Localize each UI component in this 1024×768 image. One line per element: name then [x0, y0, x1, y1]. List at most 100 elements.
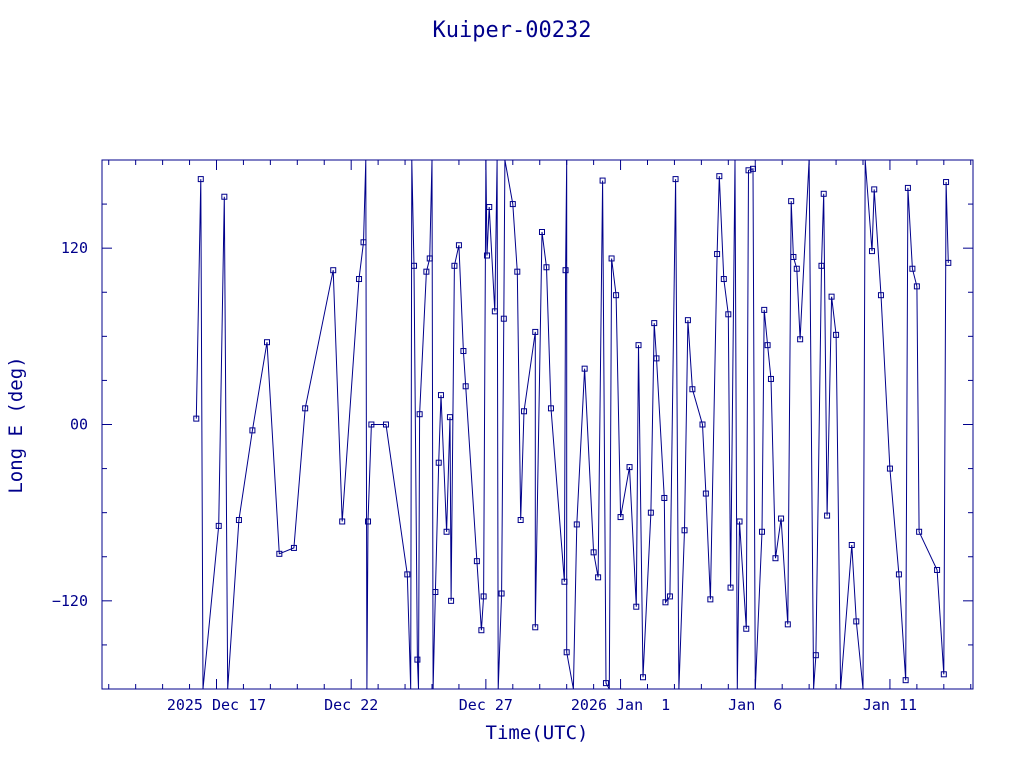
data-point	[599, 177, 606, 184]
x-tick-label: 2025 Dec 17	[167, 696, 266, 714]
data-point	[563, 649, 570, 656]
data-point	[767, 375, 774, 382]
data-point	[699, 421, 706, 428]
data-point	[871, 186, 878, 193]
data-point	[812, 652, 819, 659]
data-point	[828, 293, 835, 300]
data-point	[662, 599, 669, 606]
data-point	[480, 593, 487, 600]
data-point	[653, 355, 660, 362]
data-point	[877, 292, 884, 299]
data-point	[772, 555, 779, 562]
data-point	[909, 265, 916, 272]
data-point	[916, 528, 923, 535]
data-point	[617, 514, 624, 521]
data-point	[640, 674, 647, 681]
x-tick-labels: 2025 Dec 17 Dec 22 Dec 27 2026 Jan 1 Jan 6 Ja…	[167, 696, 917, 714]
data-point	[498, 590, 505, 597]
data-point	[745, 167, 752, 174]
data-point	[197, 176, 204, 183]
data-point	[778, 515, 785, 522]
data-point	[590, 549, 597, 556]
data-point	[684, 317, 691, 324]
data-point	[793, 265, 800, 272]
data-point	[437, 392, 444, 399]
data-point	[635, 342, 642, 349]
data-point	[532, 328, 539, 335]
data-point	[339, 518, 346, 525]
data-point	[613, 292, 620, 299]
data-point	[647, 509, 654, 516]
data-point	[382, 421, 389, 428]
data-point	[608, 255, 615, 262]
data-point	[443, 528, 450, 535]
data-point	[561, 578, 568, 585]
data-point	[543, 264, 550, 271]
data-point	[788, 198, 795, 205]
data-point	[509, 201, 516, 208]
y-tick-label: −120	[52, 592, 88, 610]
data-point	[689, 386, 696, 393]
data-point	[414, 656, 421, 663]
series-line	[195, 160, 949, 689]
x-tick-label: 2026 Jan 1	[571, 696, 670, 714]
y-tick-label: 00	[70, 416, 88, 434]
data-point	[934, 566, 941, 573]
data-point	[702, 490, 709, 497]
data-point	[784, 621, 791, 628]
data-point	[595, 574, 602, 581]
data-point	[365, 518, 372, 525]
data-point	[538, 229, 545, 236]
data-point	[432, 589, 439, 596]
y-axis-label: Long E (deg)	[5, 356, 27, 493]
data-point	[902, 677, 909, 684]
data-point	[820, 190, 827, 197]
data-point	[764, 342, 771, 349]
x-tick-label: Dec 22	[324, 696, 378, 714]
data-point	[532, 624, 539, 631]
data-point	[672, 176, 679, 183]
data-point	[761, 306, 768, 313]
data-point	[707, 596, 714, 603]
data-point	[651, 320, 658, 327]
data-point	[411, 262, 418, 269]
data-point	[913, 283, 920, 290]
data-point	[462, 383, 469, 390]
data-point	[716, 173, 723, 180]
data-point	[486, 204, 493, 211]
data-point	[940, 671, 947, 678]
data-point	[360, 239, 367, 246]
data-point	[249, 427, 256, 434]
data-point	[514, 268, 521, 275]
data-point	[426, 255, 433, 262]
data-point	[235, 517, 242, 524]
data-point	[455, 242, 462, 249]
data-point	[895, 571, 902, 578]
data-point	[904, 184, 911, 191]
data-point	[868, 248, 875, 255]
data-point	[573, 521, 580, 528]
data-point	[714, 251, 721, 258]
data-point	[193, 415, 200, 422]
data-point	[626, 464, 633, 471]
data-point	[423, 268, 430, 275]
data-point	[633, 603, 640, 610]
x-tick-label: Dec 27	[459, 696, 513, 714]
data-point	[500, 315, 507, 322]
data-point	[435, 459, 442, 466]
x-tick-label: Jan 11	[863, 696, 917, 714]
data-point	[848, 541, 855, 548]
y-tick-label: 120	[61, 239, 88, 257]
y-tick-labels: −120 00 120	[52, 239, 88, 610]
data-point	[666, 593, 673, 600]
data-point	[562, 267, 569, 274]
data-point	[750, 165, 757, 172]
plot-area	[193, 160, 952, 689]
series-markers	[193, 165, 952, 687]
x-axis-label: Time(UTC)	[486, 722, 589, 744]
data-point	[853, 618, 860, 625]
data-point	[473, 558, 480, 565]
data-point	[404, 571, 411, 578]
data-point	[818, 262, 825, 269]
